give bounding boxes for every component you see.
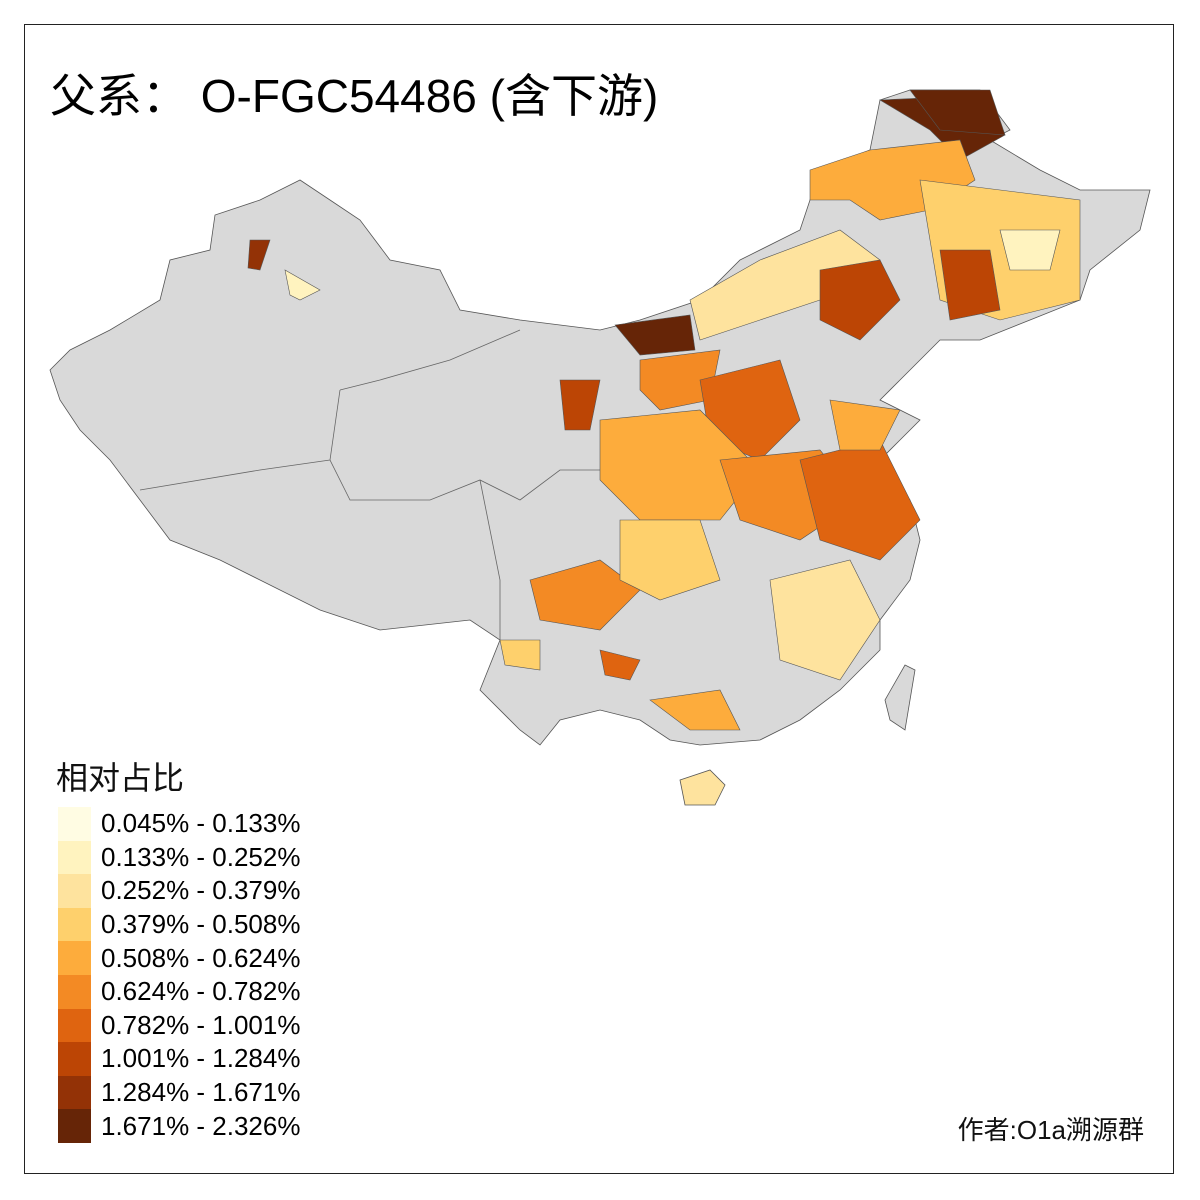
prefecture-region	[499, 639, 541, 671]
prefecture-region	[614, 314, 696, 356]
legend-label: 0.508% - 0.624%	[101, 942, 301, 973]
legend-title: 相对占比	[56, 760, 185, 796]
province-boundaries	[139, 329, 600, 640]
legend-item: 0.045% - 0.133%	[58, 807, 300, 841]
prefecture-region	[649, 689, 741, 731]
prefecture-region	[247, 239, 271, 271]
legend-label: 0.379% - 0.508%	[101, 909, 301, 940]
legend-item: 1.284% - 1.671%	[58, 1075, 301, 1110]
prefecture-region	[529, 559, 641, 631]
legend-swatch	[58, 807, 91, 841]
hainan-island	[679, 769, 726, 806]
legend-label: 0.782% - 1.001%	[101, 1009, 301, 1040]
prefecture-region	[619, 519, 721, 601]
legend-item: 0.624% - 0.782%	[58, 975, 300, 1009]
legend-item: 0.782% - 1.001%	[58, 1008, 301, 1043]
map-frame	[24, 24, 1174, 1174]
prefecture-region	[559, 379, 601, 431]
legend-item: 1.671% - 2.326%	[58, 1109, 300, 1143]
prefecture-region	[284, 269, 321, 301]
legend-item: 1.001% - 1.284%	[58, 1042, 300, 1076]
legend-item: 0.252% - 0.379%	[58, 874, 300, 908]
legend-swatch	[58, 840, 91, 875]
legend-swatch	[58, 1008, 91, 1043]
legend-swatch	[58, 874, 91, 908]
legend-label: 1.001% - 1.284%	[101, 1043, 301, 1074]
legend-swatch	[58, 1075, 91, 1110]
prefecture-region	[639, 349, 721, 411]
legend-swatch	[58, 907, 91, 942]
legend-item: 0.133% - 0.252%	[58, 840, 301, 875]
prefecture-region	[909, 89, 1006, 136]
legend-label: 0.133% - 0.252%	[101, 841, 301, 872]
legend-swatch	[58, 1109, 91, 1143]
prefecture-region	[819, 259, 901, 341]
prefecture-region	[599, 649, 641, 681]
legend-swatch	[58, 941, 91, 975]
prefecture-region	[829, 399, 901, 451]
prefecture-region	[599, 409, 761, 521]
legend-item: 0.379% - 0.508%	[58, 907, 301, 942]
legend-swatch	[58, 975, 91, 1009]
prefecture-region	[939, 249, 1001, 321]
taiwan-island	[884, 664, 916, 731]
prefecture-region	[999, 229, 1061, 271]
author-credit: 作者:O1a溯源群	[957, 1115, 1144, 1145]
legend-item: 0.508% - 0.624%	[58, 941, 300, 975]
legend-label: 1.671% - 2.326%	[101, 1110, 301, 1141]
map-title: 父系： O-FGC54486 (含下游)	[50, 70, 659, 122]
china-base-region	[49, 89, 1151, 746]
legend-label: 0.045% - 0.133%	[101, 808, 301, 839]
legend-label: 0.252% - 0.379%	[101, 875, 301, 906]
legend-swatch	[58, 1042, 91, 1076]
prefecture-region	[769, 559, 881, 681]
legend-label: 0.624% - 0.782%	[101, 976, 301, 1007]
legend-label: 1.284% - 1.671%	[101, 1077, 301, 1108]
